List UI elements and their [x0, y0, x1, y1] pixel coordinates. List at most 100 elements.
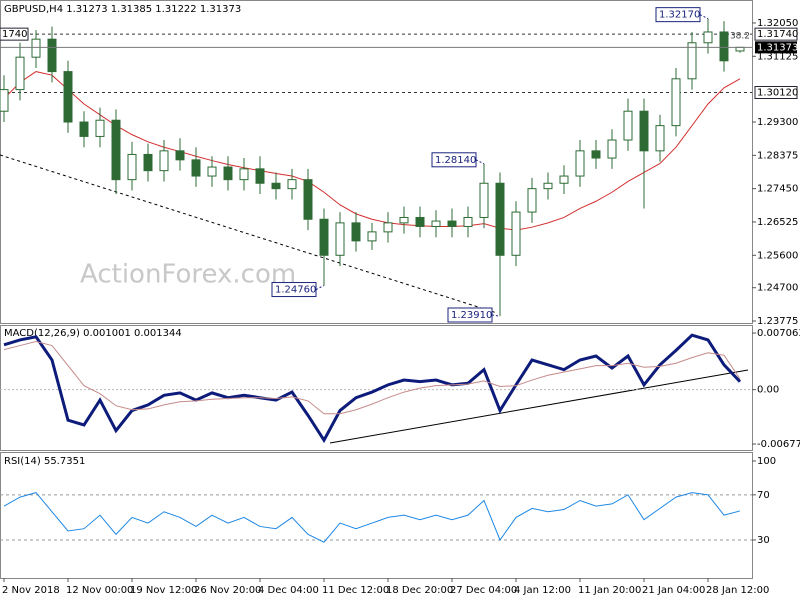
trend-line: [0, 154, 498, 314]
candle-body: [495, 182, 505, 256]
x-tick-label: 27 Dec 04:00: [450, 585, 517, 596]
chart-title: GBPUSD,H4 1.31273 1.31385 1.31222 1.3137…: [4, 4, 241, 15]
y-tick-label: 70: [757, 490, 770, 501]
annotation: 1.28140: [435, 155, 476, 166]
candle-body: [95, 119, 105, 137]
series-line: [3, 333, 742, 444]
candle-body: [463, 216, 473, 227]
y-tick-label: -0.006774: [757, 439, 800, 450]
candle-body: [415, 216, 425, 227]
x-tick-label: 19 Nov 12:00: [130, 585, 197, 596]
candle-body: [47, 38, 57, 73]
annotation-leader: [699, 14, 709, 20]
level-label: 1.31740: [757, 29, 798, 40]
x-tick-label: 26 Nov 20:00: [194, 585, 261, 596]
y-tick-label: 1.31125: [757, 51, 798, 62]
level-box: [754, 85, 798, 99]
y-tick-label: 1.23775: [757, 316, 798, 327]
candle-body: [175, 150, 185, 161]
macd-panel-frame: [0, 325, 753, 451]
rsi-title: RSI(14) 55.7351: [4, 456, 85, 467]
candle-body: [479, 182, 489, 218]
y-tick-label: 0.00: [757, 385, 779, 396]
candle-body: [127, 153, 137, 181]
candle-body: [223, 166, 233, 181]
candle-body: [367, 231, 377, 242]
series-line: [3, 341, 741, 415]
annotation-leader: [475, 159, 485, 165]
candle-body: [735, 46, 745, 52]
x-tick-label: 4 Jan 12:00: [514, 585, 571, 596]
candle-body: [607, 139, 617, 159]
macd-title: MACD(12,26,9) 0.001001 0.001344: [4, 328, 182, 339]
y-tick-label: 1.29300: [757, 117, 798, 128]
candle-body: [111, 119, 121, 181]
candle-body: [239, 168, 249, 181]
candle-body: [431, 220, 441, 227]
x-tick-label: 11 Dec 12:00: [322, 585, 389, 596]
candle-body: [575, 150, 585, 177]
y-tick-label: 1.32050: [757, 18, 798, 29]
level-label: 1.30120: [757, 87, 798, 98]
candle-body: [559, 175, 569, 184]
candle-body: [623, 110, 633, 141]
fib-label: 38.2: [730, 32, 750, 42]
candle-body: [63, 71, 73, 123]
y-tick-label: 1.28375: [757, 150, 798, 161]
candle-body: [511, 211, 521, 256]
x-tick-label: 21 Jan 04:00: [642, 585, 705, 596]
candle-body: [0, 89, 9, 112]
level-box: [754, 27, 798, 41]
series-line: [3, 492, 741, 543]
y-tick-label: 30: [757, 535, 770, 546]
candle-body: [207, 166, 217, 177]
candle-body: [255, 168, 265, 184]
level-left-label: 1740: [2, 29, 27, 40]
candle-body: [15, 56, 25, 91]
candle-body: [303, 179, 313, 220]
y-tick-label: 100: [757, 456, 776, 467]
x-tick-label: 12 Nov 00:00: [66, 585, 133, 596]
candle-body: [383, 222, 393, 233]
watermark: ActionForex.com: [80, 260, 296, 290]
x-tick-label: 4 Dec 04:00: [258, 585, 319, 596]
y-tick-label: 0.007063: [757, 328, 800, 339]
last-price-label: 1.31373: [757, 42, 798, 53]
candle-body: [335, 222, 345, 256]
annotation-leader: [315, 285, 325, 290]
series-line: [3, 71, 741, 231]
candle-body: [639, 110, 649, 152]
candle-body: [319, 218, 329, 256]
candle-body: [31, 38, 41, 58]
candle-body: [527, 188, 537, 213]
y-tick-label: 1.25600: [757, 250, 798, 261]
x-tick-label: 11 Jan 20:00: [578, 585, 641, 596]
candle-body: [543, 182, 553, 190]
last-price-box: [755, 41, 797, 54]
candle-body: [287, 179, 297, 190]
x-tick-label: 28 Jan 12:00: [706, 585, 769, 596]
x-tick-label: 18 Dec 20:00: [386, 585, 453, 596]
annotation: 1.23910: [451, 310, 492, 321]
candle-body: [271, 182, 281, 190]
y-tick-label: 1.27450: [757, 184, 798, 195]
candle-body: [447, 220, 457, 227]
candle-body: [719, 31, 729, 62]
candle-body: [143, 153, 153, 172]
candle-body: [399, 216, 409, 224]
annotation-leader: [491, 314, 501, 317]
candle-body: [687, 42, 697, 80]
annotation: 1.32170: [659, 10, 700, 21]
candle-body: [159, 150, 169, 172]
macd-trend-line: [329, 369, 749, 444]
y-tick-label: 1.24700: [757, 283, 798, 294]
y-tick-label: 1.26525: [757, 217, 798, 228]
candle-body: [703, 31, 713, 44]
price-panel-frame: [0, 0, 753, 324]
candle-body: [351, 222, 361, 242]
candle-body: [79, 121, 89, 137]
x-tick-label: 2 Nov 2018: [2, 585, 60, 596]
rsi-panel-frame: [0, 452, 753, 579]
